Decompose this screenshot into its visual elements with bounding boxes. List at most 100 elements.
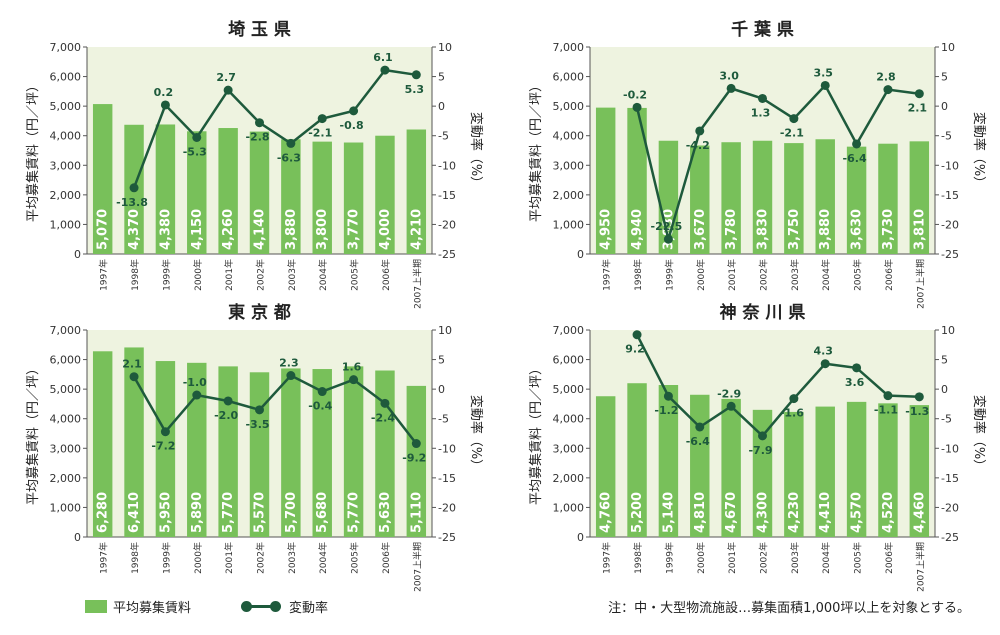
- y2-tick-label: -25: [438, 531, 456, 544]
- x-tick-label: 2006年: [883, 259, 895, 291]
- rate-point: [129, 183, 139, 193]
- rate-value-label: -9.2: [402, 452, 426, 465]
- x-tick-label: 1998年: [129, 259, 141, 291]
- bar-value-label: 5,570: [253, 492, 268, 533]
- rate-value-label: -0.8: [340, 119, 364, 132]
- x-tick-label: 2007上半期: [411, 259, 423, 309]
- y2-axis-title: 変動率（%）: [971, 395, 987, 472]
- chart-title: 千 葉 県: [731, 19, 794, 40]
- rate-value-label: -1.3: [905, 405, 929, 418]
- bar-value-label: 5,070: [96, 209, 111, 250]
- rate-value-label: 1.6: [342, 361, 362, 374]
- bar: [909, 405, 930, 537]
- rate-value-label: 2.1: [908, 102, 928, 115]
- bar: [92, 104, 113, 254]
- y2-tick-label: -10: [941, 442, 959, 455]
- rate-point: [914, 392, 924, 402]
- x-tick-label: 1997年: [98, 542, 110, 574]
- bar: [627, 383, 647, 537]
- bar: [878, 403, 898, 537]
- bar-value-label: 5,700: [284, 492, 299, 533]
- y-tick-label: 3,000: [50, 159, 82, 172]
- bar-value-label: 4,000: [378, 209, 393, 250]
- x-tick-label: 1999年: [663, 542, 675, 574]
- rate-value-label: -2.1: [780, 127, 804, 140]
- legend: 平均募集賃料 変動率: [85, 597, 328, 616]
- bar: [375, 370, 395, 537]
- y-tick-label: 2,000: [553, 472, 585, 485]
- bar: [218, 366, 238, 537]
- y-tick-label: 7,000: [50, 324, 82, 337]
- y2-tick-label: 0: [438, 100, 445, 113]
- x-tick-label: 1997年: [98, 259, 110, 291]
- rate-value-label: 3.0: [719, 69, 739, 82]
- y-tick-label: 6,000: [553, 354, 585, 367]
- x-tick-label: 1999年: [160, 542, 172, 574]
- y-axis-title: 平均募集賃料（円／坪）: [25, 79, 41, 222]
- bar: [406, 129, 427, 254]
- bar: [92, 351, 113, 537]
- y2-tick-label: -10: [438, 442, 456, 455]
- rate-point: [411, 70, 421, 80]
- chart-panel-1: 埼 玉 県 0 1,000 2,000 3,000 4,000 5,000 6,000 7,00…: [25, 19, 484, 309]
- rate-value-label: 1.3: [751, 106, 771, 119]
- x-tick-label: 2001年: [223, 259, 235, 291]
- x-tick-label: 2000年: [695, 542, 707, 574]
- bar-value-label: 3,880: [818, 209, 833, 250]
- rate-point: [632, 102, 642, 112]
- rate-value-label: -0.4: [308, 400, 332, 413]
- rate-point: [695, 126, 705, 136]
- rate-value-label: 3.5: [813, 66, 833, 79]
- x-tick-label: 2006年: [380, 259, 392, 291]
- y-tick-label: 6,000: [553, 71, 585, 84]
- rate-value-label: -0.2: [623, 88, 647, 101]
- rate-line: [132, 373, 418, 445]
- bar-value-label: 4,950: [599, 209, 614, 250]
- bar: [218, 128, 238, 254]
- bar-value-label: 4,520: [881, 492, 896, 533]
- bar: [155, 124, 176, 254]
- bar: [124, 347, 144, 537]
- rate-value-label: -5.3: [183, 145, 207, 158]
- rate-value-label: -2.1: [308, 127, 332, 140]
- x-tick-label: 2003年: [286, 542, 298, 574]
- rate-value-label: 2.3: [279, 357, 299, 370]
- bar-value-label: 3,810: [912, 209, 927, 250]
- y-axis-title: 平均募集賃料（円／坪）: [528, 362, 544, 505]
- rate-point: [160, 427, 170, 437]
- y-tick-label: 5,000: [50, 383, 82, 396]
- y2-tick-label: 10: [941, 41, 955, 54]
- x-tick-label: 2002年: [758, 542, 770, 574]
- rate-value-label: -1.2: [654, 404, 678, 417]
- bar-value-label: 5,890: [190, 492, 205, 533]
- y-tick-label: 1,000: [50, 501, 82, 514]
- bar-value-label: 4,940: [630, 209, 645, 250]
- bar-value-label: 4,370: [127, 209, 142, 250]
- legend-bar-swatch: [85, 599, 107, 613]
- y-tick-label: 4,000: [553, 413, 585, 426]
- bar-value-label: 5,140: [661, 492, 676, 533]
- bar: [281, 368, 301, 537]
- bar-value-label: 5,770: [221, 492, 236, 533]
- bar-value-label: 4,410: [818, 492, 833, 533]
- x-tick-label: 2000年: [695, 259, 707, 291]
- rate-value-label: -2.9: [717, 387, 741, 400]
- rate-point: [255, 405, 264, 415]
- rate-point: [758, 431, 767, 441]
- rate-point: [349, 375, 359, 385]
- bar: [627, 107, 647, 254]
- rate-point: [380, 65, 390, 75]
- y2-axis-title: 変動率（%）: [971, 112, 987, 189]
- bar: [815, 406, 835, 537]
- bar: [721, 142, 741, 254]
- y-tick-label: 7,000: [553, 324, 585, 337]
- y-tick-label: 4,000: [50, 130, 82, 143]
- bar-value-label: 4,460: [912, 492, 927, 533]
- y2-tick-label: 5: [438, 71, 445, 84]
- x-tick-label: 2000年: [192, 542, 204, 574]
- x-tick-label: 2004年: [317, 259, 329, 291]
- y2-tick-label: 10: [438, 324, 452, 337]
- y2-tick-label: -15: [941, 472, 959, 485]
- rate-point: [129, 372, 139, 382]
- rate-value-label: -7.2: [151, 440, 175, 453]
